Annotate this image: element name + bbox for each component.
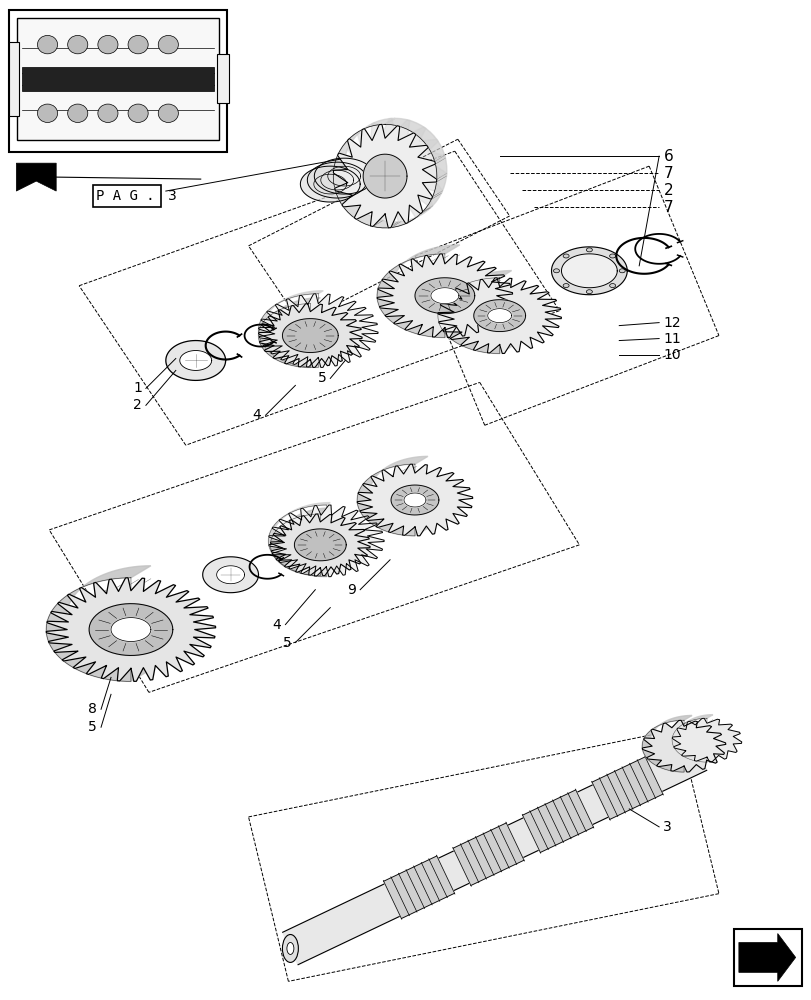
- Text: 2: 2: [663, 183, 673, 198]
- Text: 4: 4: [252, 408, 261, 422]
- Ellipse shape: [37, 35, 58, 54]
- Text: 10: 10: [663, 348, 680, 362]
- Ellipse shape: [619, 269, 624, 273]
- Bar: [22, 67, 213, 91]
- Polygon shape: [258, 291, 323, 367]
- Text: 9: 9: [347, 583, 356, 597]
- Text: 6: 6: [663, 149, 673, 164]
- Ellipse shape: [158, 104, 178, 122]
- Polygon shape: [16, 163, 56, 191]
- Ellipse shape: [98, 104, 118, 122]
- Ellipse shape: [67, 104, 88, 122]
- Bar: [10, 42, 19, 116]
- Polygon shape: [357, 464, 472, 536]
- Polygon shape: [111, 618, 151, 642]
- Polygon shape: [560, 254, 616, 288]
- Polygon shape: [522, 790, 593, 852]
- Text: 5: 5: [282, 636, 291, 650]
- Polygon shape: [404, 493, 426, 507]
- Bar: [217, 54, 229, 103]
- Ellipse shape: [67, 35, 88, 54]
- Polygon shape: [203, 557, 258, 593]
- Ellipse shape: [282, 935, 298, 962]
- Ellipse shape: [553, 269, 559, 273]
- Polygon shape: [642, 715, 691, 772]
- Polygon shape: [268, 505, 384, 577]
- Ellipse shape: [586, 290, 592, 294]
- Text: P A G .: P A G .: [96, 189, 155, 203]
- Text: 7: 7: [663, 200, 673, 215]
- Polygon shape: [391, 485, 439, 515]
- Polygon shape: [294, 529, 345, 561]
- Polygon shape: [672, 718, 740, 762]
- Polygon shape: [282, 319, 338, 353]
- Polygon shape: [437, 271, 511, 354]
- Bar: [10, 10, 226, 152]
- Polygon shape: [268, 503, 330, 577]
- Polygon shape: [258, 294, 378, 367]
- Polygon shape: [46, 578, 216, 681]
- Ellipse shape: [37, 104, 58, 122]
- Text: 5: 5: [317, 371, 326, 385]
- Ellipse shape: [609, 284, 615, 288]
- Polygon shape: [363, 154, 406, 198]
- Bar: [93, 185, 161, 207]
- Ellipse shape: [286, 942, 294, 954]
- Ellipse shape: [586, 248, 592, 252]
- Text: 4: 4: [272, 618, 281, 632]
- Polygon shape: [642, 720, 725, 772]
- Polygon shape: [357, 456, 427, 536]
- Polygon shape: [270, 514, 370, 576]
- Polygon shape: [376, 245, 459, 338]
- Polygon shape: [474, 300, 525, 332]
- Polygon shape: [453, 823, 523, 885]
- Polygon shape: [437, 278, 560, 353]
- Bar: [733, 929, 800, 986]
- Polygon shape: [384, 856, 454, 919]
- Polygon shape: [431, 288, 458, 304]
- Polygon shape: [376, 254, 512, 338]
- Ellipse shape: [128, 104, 148, 122]
- Text: 11: 11: [663, 332, 680, 346]
- Text: 8: 8: [88, 702, 97, 716]
- Polygon shape: [282, 738, 706, 965]
- Polygon shape: [591, 757, 662, 819]
- Polygon shape: [300, 166, 360, 202]
- Ellipse shape: [158, 35, 178, 54]
- Text: 7: 7: [663, 166, 673, 181]
- Polygon shape: [89, 604, 173, 655]
- Text: 3: 3: [168, 189, 176, 203]
- Ellipse shape: [128, 35, 148, 54]
- Polygon shape: [414, 278, 474, 314]
- Polygon shape: [738, 934, 795, 981]
- Polygon shape: [46, 566, 151, 681]
- Polygon shape: [333, 118, 446, 228]
- Polygon shape: [258, 304, 362, 367]
- Text: 5: 5: [88, 720, 97, 734]
- Polygon shape: [551, 247, 626, 295]
- Bar: [17, 18, 218, 140]
- Ellipse shape: [98, 35, 118, 54]
- Polygon shape: [343, 118, 446, 222]
- Polygon shape: [258, 298, 320, 367]
- Polygon shape: [217, 566, 244, 584]
- Polygon shape: [179, 351, 212, 370]
- Polygon shape: [307, 162, 367, 198]
- Ellipse shape: [563, 254, 569, 258]
- Polygon shape: [333, 124, 436, 228]
- Polygon shape: [314, 158, 374, 194]
- Polygon shape: [487, 309, 511, 323]
- Text: 2: 2: [133, 398, 142, 412]
- Text: 3: 3: [663, 820, 671, 834]
- Polygon shape: [672, 715, 712, 762]
- Text: 12: 12: [663, 316, 680, 330]
- Text: 1: 1: [133, 381, 142, 395]
- Ellipse shape: [609, 254, 615, 258]
- Polygon shape: [270, 508, 330, 576]
- Ellipse shape: [563, 284, 569, 288]
- Polygon shape: [165, 341, 225, 380]
